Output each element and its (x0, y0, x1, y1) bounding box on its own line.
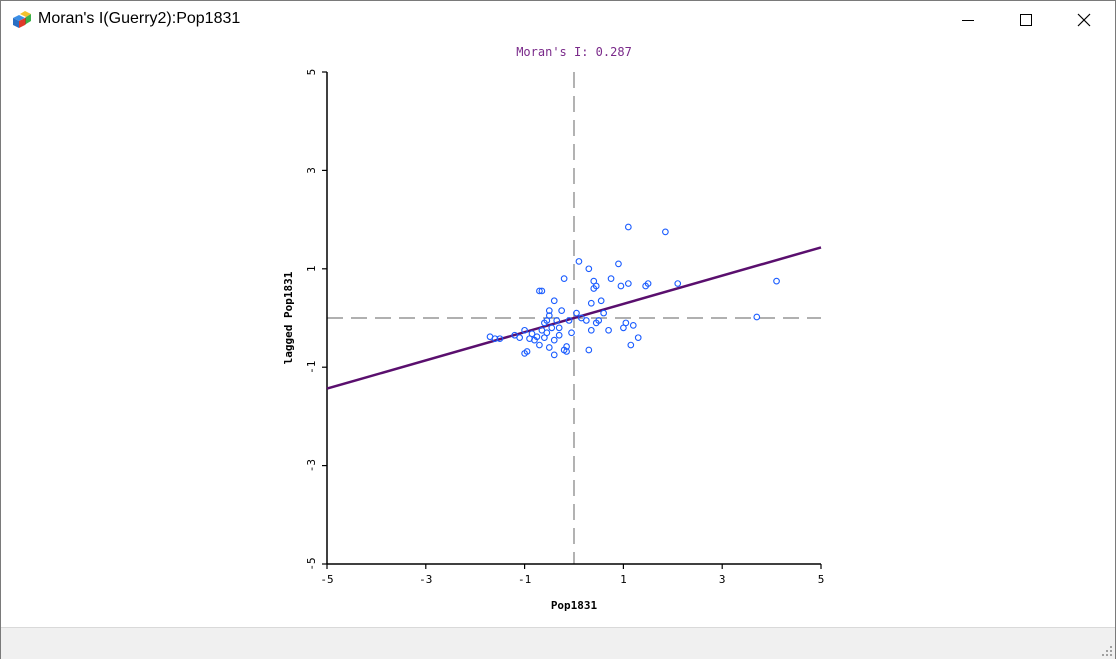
data-point (550, 297, 558, 305)
data-point (565, 317, 573, 324)
data-point (568, 329, 575, 337)
status-bar (1, 627, 1115, 659)
x-tick-label: 3 (719, 573, 726, 586)
data-point (587, 299, 595, 307)
data-point (624, 280, 632, 287)
y-tick-label: 5 (305, 69, 318, 76)
data-point (491, 335, 499, 343)
data-point (550, 351, 558, 359)
y-tick-label: 1 (305, 265, 318, 272)
x-tick-label: -1 (518, 573, 531, 586)
data-point (644, 280, 652, 287)
data-point (553, 317, 561, 324)
data-point (533, 333, 541, 341)
data-point (548, 324, 556, 332)
data-point (496, 335, 504, 343)
regression-line (326, 246, 822, 390)
y-tick-label: -5 (305, 557, 318, 570)
data-point (563, 343, 570, 350)
data-point (585, 265, 593, 273)
data-point (592, 282, 600, 290)
y-tick-label: 3 (305, 167, 318, 174)
y-tick-label: -3 (305, 459, 318, 472)
close-button[interactable] (1061, 1, 1107, 39)
data-point (573, 309, 580, 317)
data-point (521, 326, 528, 334)
data-point (597, 297, 605, 305)
data-point (563, 348, 570, 355)
maximize-button[interactable] (1003, 1, 1049, 39)
x-tick-label: 1 (620, 573, 627, 586)
data-point (773, 277, 780, 285)
minimize-icon (962, 20, 974, 21)
data-point (624, 223, 632, 231)
data-point (629, 322, 637, 329)
data-point (545, 307, 553, 314)
data-point (550, 336, 558, 344)
data-point (523, 348, 531, 355)
x-axis-label: Pop1831 (551, 599, 598, 612)
data-point (545, 312, 553, 319)
data-point (538, 287, 546, 295)
data-point (545, 344, 553, 351)
y-tick-label: -1 (305, 361, 318, 374)
data-point (558, 307, 566, 314)
data-point (662, 228, 669, 236)
data-point (600, 309, 607, 317)
x-tick-label: -3 (419, 573, 432, 586)
data-point (595, 317, 603, 324)
data-point (634, 334, 642, 342)
data-point (528, 330, 536, 338)
x-tick-label: 5 (818, 573, 825, 586)
maximize-icon (1020, 14, 1032, 26)
x-tick-label: -5 (320, 573, 333, 586)
data-point (575, 258, 583, 265)
data-point (622, 319, 630, 327)
data-point (536, 287, 543, 295)
data-point (555, 331, 563, 339)
data-point (555, 324, 563, 332)
data-point (627, 341, 635, 349)
resize-grip-icon[interactable] (1101, 645, 1113, 657)
data-point (617, 282, 625, 290)
data-point (560, 275, 568, 282)
cubes-icon (13, 11, 31, 28)
data-point (543, 329, 551, 337)
moran-scatter-plot[interactable]: -5 -3 -1 1 3 5 -5 -3 -1 1 3 5 Moran's I: 0.287 Pop1… (1, 39, 1115, 627)
chart-title: Moran's I: 0.287 (516, 45, 632, 59)
data-point (674, 280, 682, 287)
minimize-button[interactable] (945, 1, 991, 39)
close-icon (1077, 13, 1091, 27)
data-point (536, 341, 543, 349)
window-title: Moran's I(Guerry2):Pop1831 (38, 10, 241, 27)
data-point (753, 313, 761, 321)
data-point (607, 275, 615, 282)
data-point (605, 326, 612, 334)
data-point (587, 326, 595, 334)
data-point (615, 260, 622, 268)
data-point (516, 334, 524, 342)
data-point (585, 346, 593, 354)
data-point (582, 317, 590, 324)
title-bar[interactable]: Moran's I(Guerry2):Pop1831 (1, 1, 1115, 39)
y-axis-label: lagged Pop1831 (282, 271, 295, 364)
